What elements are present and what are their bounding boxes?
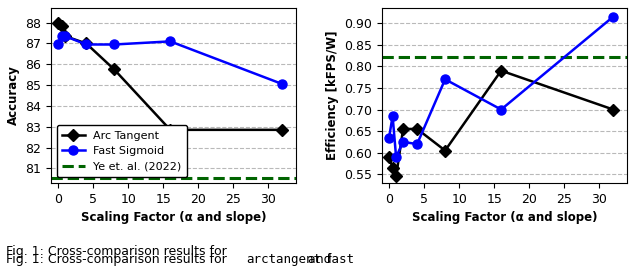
Fast Sigmoid (83, 43, 90, 46)
Arc Tangent (609, 108, 617, 111)
Fast Sigmoid (385, 136, 393, 139)
Line: Arc Tangent: Arc Tangent (54, 18, 287, 134)
Text: Fig. 1: Cross-comparison results for: Fig. 1: Cross-comparison results for (6, 253, 231, 266)
Arc Tangent (385, 155, 393, 159)
Arc Tangent (166, 128, 174, 132)
Line: Fast Sigmoid: Fast Sigmoid (54, 32, 287, 89)
Arc Tangent (388, 166, 396, 169)
Arc Tangent (58, 24, 65, 27)
Text: Fig. 1: Cross-comparison results for: Fig. 1: Cross-comparison results for (6, 245, 231, 258)
Y-axis label: Accuracy: Accuracy (7, 66, 20, 125)
Fast Sigmoid (497, 108, 505, 111)
Arc Tangent (110, 68, 118, 71)
Fast Sigmoid (413, 143, 421, 146)
Text: and: and (304, 253, 335, 266)
Arc Tangent (413, 127, 421, 130)
Fast Sigmoid (58, 34, 65, 38)
Fast Sigmoid (388, 114, 396, 118)
Arc Tangent (497, 69, 505, 72)
Y-axis label: Efficiency [kFPS/W]: Efficiency [kFPS/W] (326, 31, 339, 160)
Arc Tangent (278, 128, 286, 132)
Fast Sigmoid (392, 155, 400, 159)
Line: Arc Tangent: Arc Tangent (385, 66, 618, 181)
Text: fast: fast (325, 253, 355, 266)
Arc Tangent (61, 34, 69, 38)
Fast Sigmoid (110, 43, 118, 46)
Line: Fast Sigmoid: Fast Sigmoid (385, 12, 618, 161)
Fast Sigmoid (442, 78, 449, 81)
Fast Sigmoid (61, 34, 69, 38)
Fast Sigmoid (609, 15, 617, 18)
Arc Tangent (83, 42, 90, 45)
Fast Sigmoid (399, 140, 407, 144)
X-axis label: Scaling Factor (α and slope): Scaling Factor (α and slope) (412, 211, 597, 224)
Arc Tangent (399, 127, 407, 130)
Fast Sigmoid (166, 40, 174, 43)
Arc Tangent (392, 175, 400, 178)
Fast Sigmoid (278, 82, 286, 86)
Fast Sigmoid (54, 43, 62, 46)
Text: arctangent: arctangent (246, 253, 321, 266)
Arc Tangent (442, 149, 449, 152)
Legend: Arc Tangent, Fast Sigmoid, Ye et. al. (2022): Arc Tangent, Fast Sigmoid, Ye et. al. (2… (57, 125, 188, 177)
Arc Tangent (54, 21, 62, 24)
X-axis label: Scaling Factor (α and slope): Scaling Factor (α and slope) (81, 211, 266, 224)
